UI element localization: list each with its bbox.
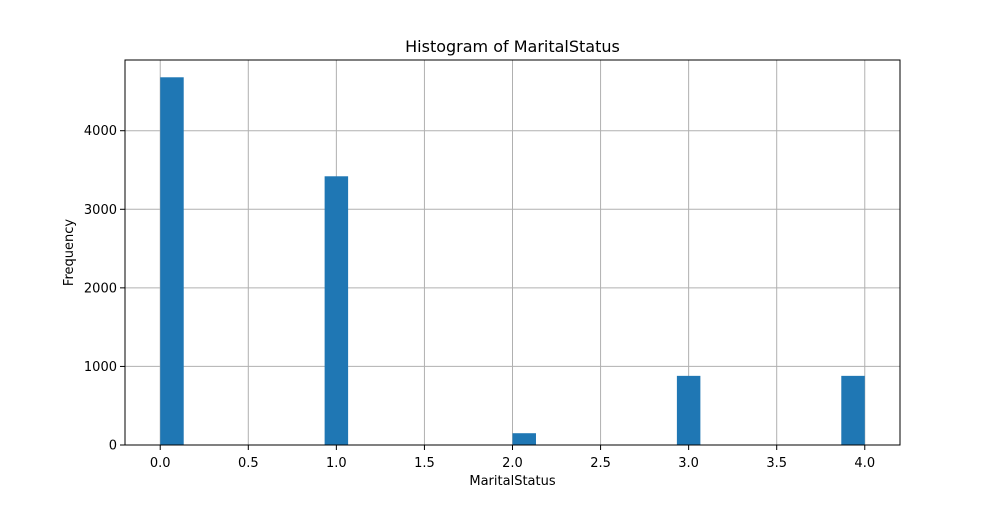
histogram-bar (324, 176, 349, 446)
chart-title: Histogram of MaritalStatus (405, 37, 620, 56)
x-axis-title: MaritalStatus (469, 474, 555, 489)
x-tick-label: 2.0 (502, 456, 523, 471)
x-axis-ticks: 0.0 0.5 1.0 1.5 2.0 2.5 3.0 3.5 4.0 (150, 445, 875, 471)
y-axis-ticks: 0 1000 2000 3000 4000 (84, 124, 125, 454)
y-tick-label: 4000 (84, 124, 117, 139)
histogram-bar (512, 433, 536, 445)
x-tick-label: 0.5 (238, 456, 259, 471)
histogram-bars (160, 77, 865, 446)
grid-lines (125, 60, 900, 446)
y-axis-title: Frequency (62, 219, 77, 286)
x-tick-label: 2.5 (590, 456, 611, 471)
histogram-bar (676, 375, 701, 445)
x-tick-label: 3.0 (678, 456, 699, 471)
y-tick-label: 3000 (84, 203, 117, 218)
histogram-bar (160, 77, 184, 446)
x-tick-label: 1.5 (414, 456, 435, 471)
x-tick-label: 0.0 (150, 456, 171, 471)
x-tick-label: 4.0 (854, 456, 875, 471)
x-tick-label: 3.5 (766, 456, 787, 471)
y-tick-label: 1000 (84, 360, 117, 375)
y-tick-label: 2000 (84, 281, 117, 296)
y-tick-label: 0 (109, 439, 117, 454)
x-tick-label: 1.0 (326, 456, 347, 471)
histogram-bar (841, 375, 865, 445)
